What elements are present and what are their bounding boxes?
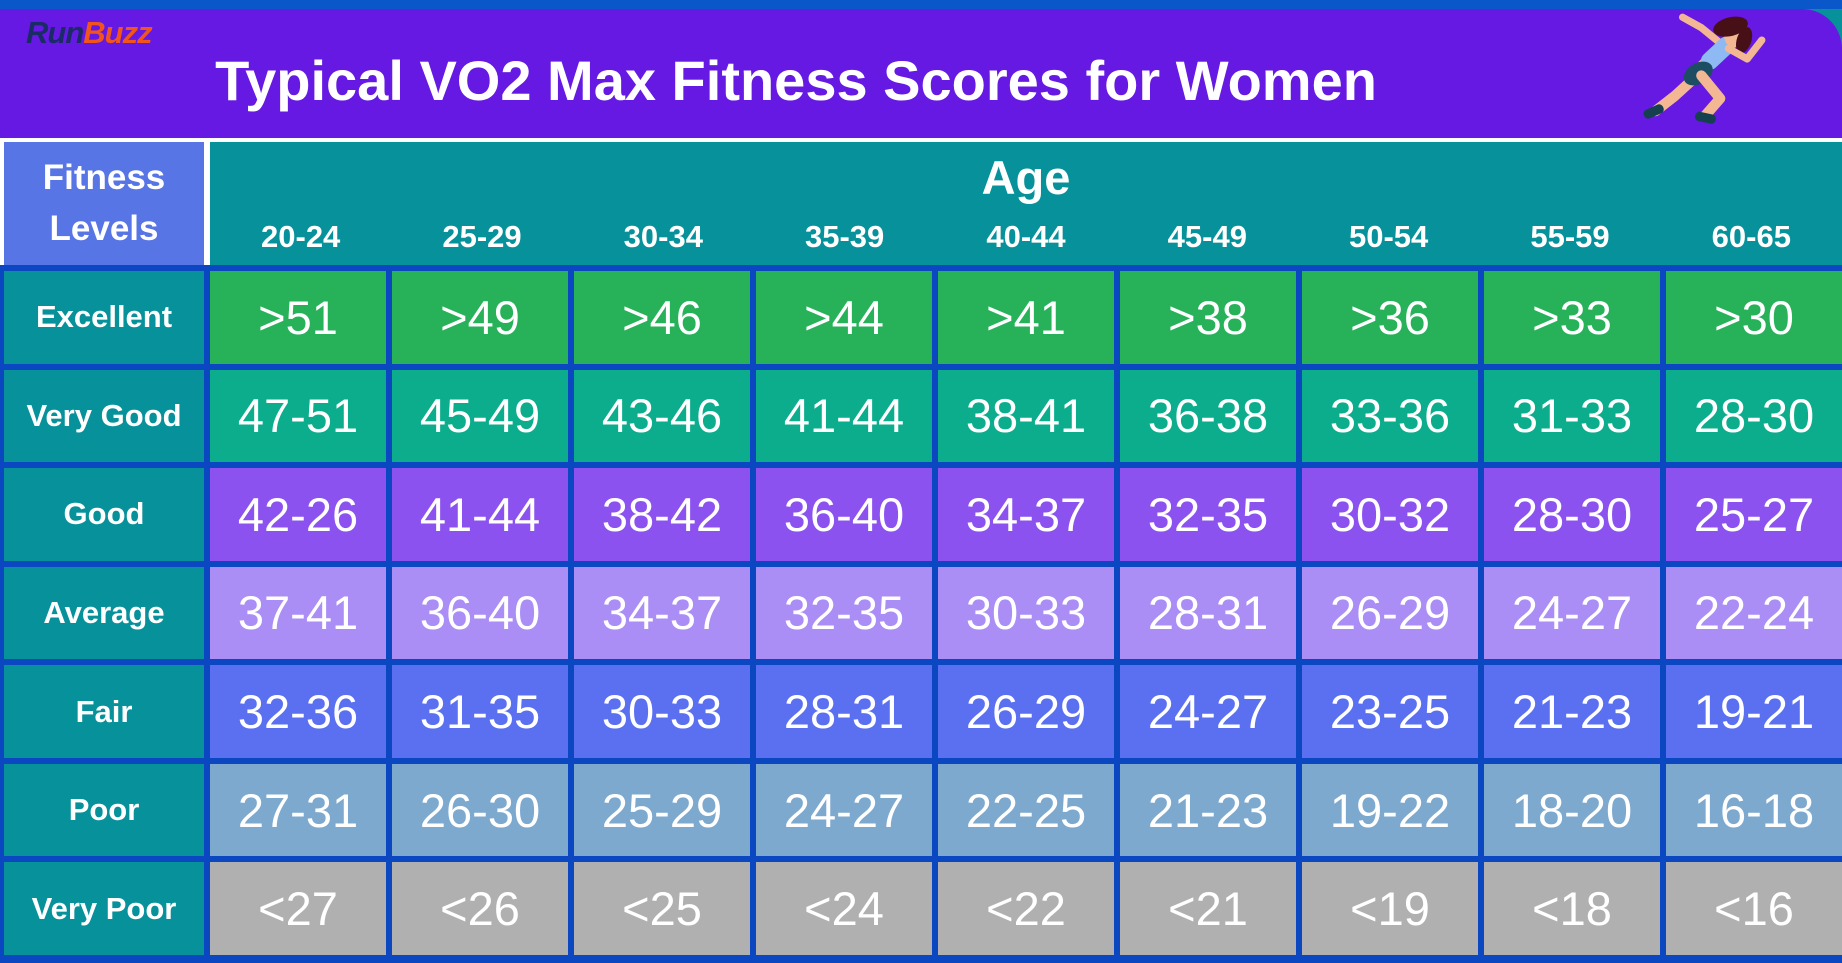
score-cell: 38-42	[574, 468, 750, 561]
score-cell: 23-25	[1302, 665, 1478, 758]
score-cell: >38	[1120, 271, 1296, 364]
score-cell: 24-27	[756, 763, 932, 857]
score-cell: >33	[1484, 271, 1660, 364]
score-cell: 41-44	[392, 468, 568, 561]
score-cell: 41-44	[756, 369, 932, 463]
score-cell: >30	[1666, 271, 1842, 364]
age-groups-row: 20-24 25-29 30-34 35-39 40-44 45-49 50-54 55-59…	[210, 219, 1842, 255]
score-cell: <24	[756, 862, 932, 955]
fitness-level-label: Very Poor	[4, 862, 204, 955]
runner-illustration	[1592, 9, 1842, 138]
score-cell: 30-32	[1302, 468, 1478, 561]
score-cell: 21-23	[1120, 763, 1296, 857]
age-group-label: 55-59	[1530, 219, 1610, 254]
runbuzz-logo: RunBuzz	[26, 15, 153, 51]
score-cell: 32-35	[756, 566, 932, 660]
age-group-label: 40-44	[986, 219, 1066, 254]
score-cell: <26	[392, 862, 568, 955]
score-cell: 21-23	[1484, 665, 1660, 758]
score-cell: 28-30	[1666, 369, 1842, 463]
score-cell: <18	[1484, 862, 1660, 955]
score-cell: 32-35	[1120, 468, 1296, 561]
page-title: Typical VO2 Max Fitness Scores for Women	[215, 49, 1377, 112]
age-group-label: 60-65	[1711, 219, 1791, 254]
score-cell: 26-29	[1302, 566, 1478, 660]
score-cell: 25-29	[574, 763, 750, 857]
score-cell: 33-36	[1302, 369, 1478, 463]
brand-run-text: Run	[26, 15, 84, 50]
score-cell: <27	[210, 862, 386, 955]
score-cell: 36-40	[756, 468, 932, 561]
age-group-label: 20-24	[261, 219, 341, 254]
score-cell: 31-33	[1484, 369, 1660, 463]
score-cell: 24-27	[1120, 665, 1296, 758]
score-cell: >44	[756, 271, 932, 364]
fitness-level-label: Poor	[4, 763, 204, 857]
score-cell: 24-27	[1484, 566, 1660, 660]
score-cell: 30-33	[938, 566, 1114, 660]
score-cell: <25	[574, 862, 750, 955]
score-cell: 28-31	[1120, 566, 1296, 660]
score-cell: 16-18	[1666, 763, 1842, 857]
age-group-label: 30-34	[623, 219, 703, 254]
data-grid: Excellent >51 >49 >46 >44 >41 >38 >36 >33 >30 Very…	[0, 265, 1842, 963]
score-cell: 30-33	[574, 665, 750, 758]
score-cell: 38-41	[938, 369, 1114, 463]
score-cell: >41	[938, 271, 1114, 364]
age-group-label: 25-29	[442, 219, 522, 254]
score-cell: >49	[392, 271, 568, 364]
score-cell: <22	[938, 862, 1114, 955]
top-accent-bar	[0, 0, 1842, 9]
score-cell: >36	[1302, 271, 1478, 364]
fitness-level-label: Fair	[4, 665, 204, 758]
age-header-label: Age	[981, 151, 1071, 204]
score-cell: 43-46	[574, 369, 750, 463]
fitness-levels-label: Fitness Levels	[42, 157, 166, 248]
score-cell: <16	[1666, 862, 1842, 955]
fitness-level-label: Very Good	[4, 369, 204, 463]
score-cell: 22-24	[1666, 566, 1842, 660]
score-cell: 28-30	[1484, 468, 1660, 561]
age-group-label: 35-39	[805, 219, 885, 254]
score-cell: 18-20	[1484, 763, 1660, 857]
score-cell: 45-49	[392, 369, 568, 463]
score-cell: 47-51	[210, 369, 386, 463]
brand-buzz-text: Buzz	[83, 15, 152, 50]
score-cell: 31-35	[392, 665, 568, 758]
score-cell: 22-25	[938, 763, 1114, 857]
fitness-level-label: Good	[4, 468, 204, 561]
table-header-row: Fitness Levels Age 20-24 25-29 30-34 35-39 4…	[0, 138, 1842, 265]
score-cell: 36-40	[392, 566, 568, 660]
fitness-levels-header-cell: Fitness Levels	[4, 142, 204, 265]
fitness-level-label: Average	[4, 566, 204, 660]
age-group-label: 45-49	[1167, 219, 1247, 254]
score-cell: 25-27	[1666, 468, 1842, 561]
score-cell: 27-31	[210, 763, 386, 857]
score-cell: >46	[574, 271, 750, 364]
score-cell: 19-21	[1666, 665, 1842, 758]
score-cell: 34-37	[938, 468, 1114, 561]
header-band: RunBuzz Typical VO2 Max Fitness Scores f…	[0, 9, 1842, 138]
score-cell: 19-22	[1302, 763, 1478, 857]
score-cell: 37-41	[210, 566, 386, 660]
score-cell: 36-38	[1120, 369, 1296, 463]
sprinting-woman-icon	[1643, 13, 1766, 124]
score-cell: 26-29	[938, 665, 1114, 758]
score-cell: >51	[210, 271, 386, 364]
score-cell: 28-31	[756, 665, 932, 758]
score-cell: <21	[1120, 862, 1296, 955]
age-group-label: 50-54	[1349, 219, 1429, 254]
score-cell: <19	[1302, 862, 1478, 955]
fitness-level-label: Excellent	[4, 271, 204, 364]
age-header-cell: Age 20-24 25-29 30-34 35-39 40-44 45-49 50-54 5…	[210, 142, 1842, 265]
score-cell: 26-30	[392, 763, 568, 857]
score-cell: 32-36	[210, 665, 386, 758]
score-cell: 34-37	[574, 566, 750, 660]
score-cell: 42-26	[210, 468, 386, 561]
